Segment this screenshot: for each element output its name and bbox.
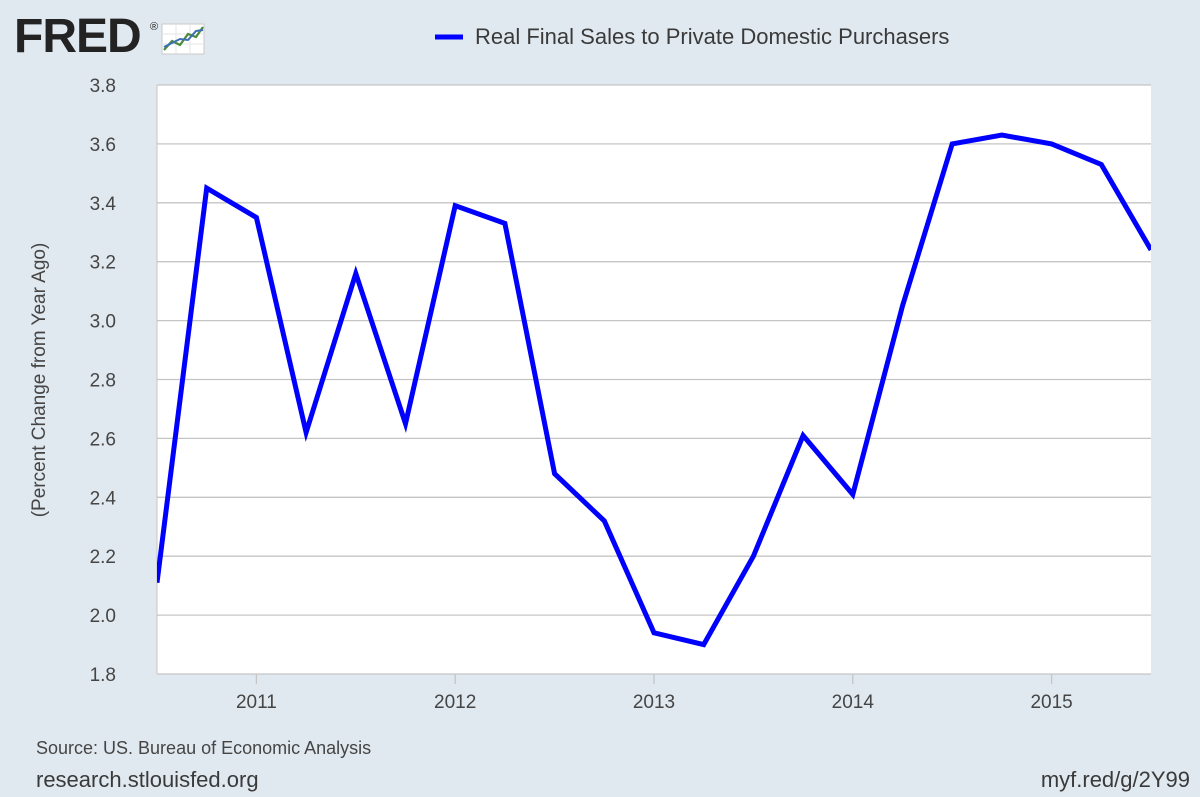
- y-tick-label: 1.8: [90, 665, 116, 686]
- y-tick-label: 3.4: [90, 194, 117, 215]
- source-note: Source: US. Bureau of Economic Analysis: [36, 738, 371, 758]
- fred-logo-graph-icon: [161, 23, 205, 55]
- series-line[interactable]: [157, 132, 1151, 648]
- y-tick-label: 2.6: [90, 429, 116, 450]
- y-tick-label: 2.8: [90, 371, 116, 392]
- y-tick-label: 3.6: [90, 135, 116, 156]
- x-tick-label: 2012: [434, 692, 476, 713]
- short-link[interactable]: myf.red/g/2Y99: [1041, 767, 1190, 792]
- x-tick-label: 2015: [1030, 692, 1072, 713]
- y-axis-title: (Percent Change from Year Ago): [29, 243, 50, 518]
- y-tick-label: 2.2: [90, 547, 116, 568]
- fred-logo[interactable]: FRED ®: [14, 10, 205, 63]
- data-series: [157, 132, 1151, 648]
- legend: Real Final Sales to Private Domestic Pur…: [435, 24, 949, 49]
- x-tick-label: 2013: [633, 692, 675, 713]
- registered-mark: ®: [150, 21, 158, 33]
- legend-label: Real Final Sales to Private Domestic Pur…: [475, 24, 949, 49]
- y-axis-ticks: 1.8 2.0 2.2 2.4 2.6 2.8 3.0 3.2 3.4 3.6 3.8: [90, 76, 117, 686]
- fred-logo-text: FRED: [14, 10, 141, 63]
- y-tick-label: 3.2: [90, 253, 116, 274]
- x-tick-label: 2014: [832, 692, 875, 713]
- x-tick-label: 2011: [236, 692, 277, 713]
- y-tick-label: 3.0: [90, 312, 116, 333]
- y-tick-label: 2.0: [90, 606, 116, 627]
- site-link[interactable]: research.stlouisfed.org: [36, 767, 259, 792]
- y-tick-label: 3.8: [90, 76, 116, 97]
- x-axis-ticks: 2011 2012 2013 2014 2015: [236, 674, 1073, 713]
- y-tick-label: 2.4: [90, 488, 117, 509]
